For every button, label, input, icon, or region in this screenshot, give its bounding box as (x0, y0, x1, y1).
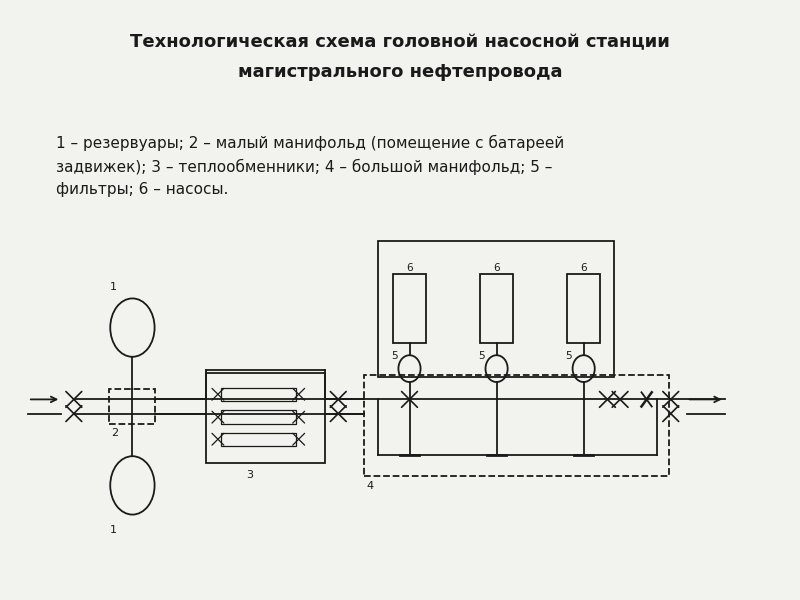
Text: 3: 3 (246, 469, 253, 479)
Text: 6: 6 (406, 263, 413, 273)
Text: 1 – резервуары; 2 – малый манифольд (помещение с батареей
задвижек); 3 – теплооб: 1 – резервуары; 2 – малый манифольд (пом… (56, 135, 564, 197)
Text: 2: 2 (111, 428, 118, 439)
Text: 5: 5 (391, 351, 398, 361)
Text: 1: 1 (110, 282, 117, 292)
Bar (206, 373, 325, 463)
Text: магистрального нефтепровода: магистрального нефтепровода (238, 63, 562, 81)
Text: 4: 4 (366, 481, 373, 491)
Bar (480, 274, 514, 343)
Text: 6: 6 (580, 263, 587, 273)
Text: 6: 6 (494, 263, 500, 273)
Bar (393, 274, 426, 343)
Text: 5: 5 (478, 351, 485, 361)
Text: 5: 5 (566, 351, 572, 361)
Bar (221, 433, 296, 446)
Bar (364, 375, 669, 476)
Text: Технологическая схема головной насосной станции: Технологическая схема головной насосной … (130, 33, 670, 51)
Bar (221, 388, 296, 401)
Bar (110, 389, 155, 424)
Bar (221, 410, 296, 424)
Bar (378, 241, 614, 377)
Text: 1: 1 (110, 525, 117, 535)
Bar (567, 274, 600, 343)
